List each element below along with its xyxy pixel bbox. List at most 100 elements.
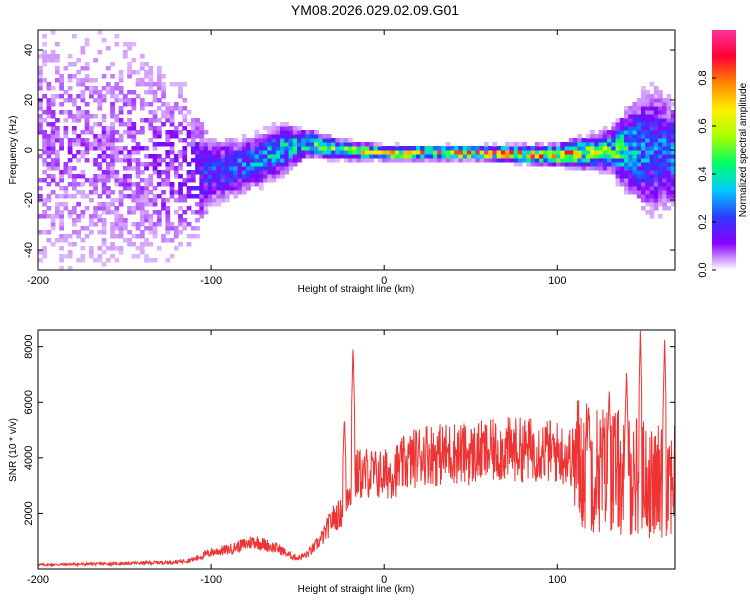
- heatmap-cell: [632, 166, 638, 171]
- heatmap-cell: [224, 150, 230, 155]
- heatmap-cell: [178, 138, 183, 143]
- heatmap-cell: [543, 162, 549, 167]
- heatmap-cell: [199, 134, 205, 139]
- heatmap-cell: [267, 138, 273, 143]
- heatmap-cell: [398, 146, 404, 151]
- heatmap-cell: [156, 246, 162, 251]
- heatmap-cell: [76, 190, 81, 195]
- heatmap-cell: [237, 166, 243, 171]
- heatmap-cell: [50, 102, 56, 107]
- heatmap-cell: [381, 146, 387, 151]
- heatmap-cell: [352, 146, 357, 151]
- heatmap-cell: [670, 158, 675, 163]
- heatmap-cell: [522, 142, 527, 147]
- heatmap-cell: [42, 42, 47, 47]
- heatmap-cell: [110, 154, 115, 159]
- heatmap-cell: [144, 118, 149, 123]
- heatmap-cell: [54, 54, 60, 59]
- heatmap-cell: [122, 42, 128, 47]
- heatmap-cell: [144, 190, 149, 195]
- heatmap-cell: [653, 202, 659, 207]
- heatmap-cell: [178, 198, 183, 203]
- heatmap-cell: [139, 194, 145, 199]
- heatmap-cell: [594, 142, 600, 147]
- heatmap-cell: [224, 138, 230, 143]
- heatmap-cell: [641, 102, 646, 107]
- heatmap-cell: [237, 178, 243, 183]
- heatmap-cell: [122, 218, 128, 223]
- heatmap-cell: [139, 130, 145, 135]
- heatmap-cell: [543, 154, 549, 159]
- heatmap-cell: [526, 158, 532, 163]
- colorbar-label: Normalized spectral amplitude: [738, 82, 749, 217]
- heatmap-cell: [131, 122, 137, 127]
- heatmap-cell: [59, 202, 64, 207]
- heatmap-cell: [97, 30, 103, 35]
- heatmap-cell: [662, 194, 668, 199]
- heatmap-cell: [161, 122, 166, 127]
- heatmap-cell: [54, 214, 60, 219]
- heatmap-cell: [178, 174, 183, 179]
- heatmap-cell: [653, 182, 659, 187]
- heatmap-cell: [373, 154, 379, 159]
- heatmap-cell: [152, 222, 158, 227]
- heatmap-cell: [288, 142, 294, 147]
- heatmap-cell: [67, 242, 73, 247]
- heatmap-cell: [46, 102, 52, 107]
- heatmap-cell: [59, 234, 64, 239]
- heatmap-cell: [182, 118, 188, 123]
- heatmap-cell: [156, 210, 162, 215]
- heatmap-cell: [131, 42, 137, 47]
- heatmap-cell: [246, 150, 251, 155]
- heatmap-cell: [331, 138, 336, 143]
- heatmap-cell: [63, 206, 69, 211]
- heatmap-cell: [195, 126, 200, 131]
- heatmap-cell: [84, 126, 90, 131]
- heatmap-cell: [581, 138, 587, 143]
- heatmap-cell: [246, 186, 251, 191]
- heatmap-cell: [110, 86, 115, 91]
- heatmap-cell: [636, 150, 642, 155]
- heatmap-cell: [178, 190, 183, 195]
- heatmap-cell: [148, 202, 154, 207]
- heatmap-cell: [178, 150, 183, 155]
- heatmap-cell: [46, 98, 52, 103]
- heatmap-cell: [560, 154, 566, 159]
- heatmap-cell: [250, 158, 256, 163]
- heatmap-cell: [114, 158, 120, 163]
- heatmap-cell: [258, 142, 264, 147]
- heatmap-cell: [97, 138, 103, 143]
- heatmap-cell: [314, 130, 319, 135]
- heatmap-cell: [322, 154, 328, 159]
- heatmap-cell: [624, 170, 629, 175]
- heatmap-cell: [110, 254, 115, 259]
- heatmap-cell: [360, 158, 366, 163]
- heatmap-cell: [110, 94, 115, 99]
- heatmap-cell: [131, 106, 137, 111]
- heatmap-cell: [585, 150, 591, 155]
- heatmap-cell: [152, 166, 158, 171]
- heatmap-cell: [190, 178, 196, 183]
- heatmap-cell: [466, 158, 472, 163]
- heatmap-cell: [454, 158, 459, 163]
- heatmap-cell: [670, 118, 675, 123]
- heatmap-cell: [348, 154, 353, 159]
- heatmap-cell: [475, 150, 481, 155]
- heatmap-cell: [131, 166, 137, 171]
- heatmap-cell: [118, 194, 124, 199]
- heatmap-cell: [216, 158, 222, 163]
- heatmap-cell: [84, 226, 90, 231]
- heatmap-cell: [335, 154, 341, 159]
- heatmap-cell: [560, 150, 566, 155]
- heatmap-cell: [101, 206, 107, 211]
- heatmap-cell: [237, 174, 243, 179]
- heatmap-cell: [398, 150, 404, 155]
- heatmap-cell: [619, 134, 625, 139]
- heatmap-cell: [216, 174, 222, 179]
- heatmap-cell: [63, 110, 69, 115]
- heatmap-cell: [80, 98, 86, 103]
- heatmap-cell: [67, 114, 73, 119]
- heatmap-cell: [263, 170, 268, 175]
- heatmap-cell: [173, 102, 179, 107]
- heatmap-cell: [628, 174, 634, 179]
